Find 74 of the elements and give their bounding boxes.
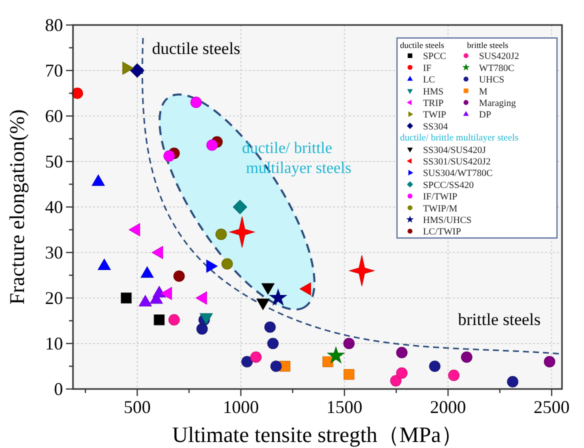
legend-label: DP <box>479 110 492 121</box>
x-tick-label: 1500 <box>326 397 362 417</box>
y-tick-label: 60 <box>45 106 63 126</box>
point <box>241 356 253 368</box>
legend-label: HMS <box>423 87 444 98</box>
annotation: ductile steels <box>400 40 444 50</box>
y-tick-label: 10 <box>45 334 63 354</box>
point <box>130 63 144 78</box>
point <box>232 200 248 214</box>
point <box>221 258 233 270</box>
point <box>396 346 408 358</box>
legend-label: SS304/SUS420J <box>423 146 486 156</box>
point <box>264 321 276 333</box>
annotation: ductile/ brittle multilayer steels <box>400 134 519 144</box>
legend-label: IF/TWIP <box>423 192 458 203</box>
legend-label: Maraging <box>479 99 516 109</box>
legend-label: SS304 <box>423 122 448 132</box>
point <box>507 376 518 388</box>
point <box>250 351 262 363</box>
legend-label: HMS/UHCS <box>423 216 472 226</box>
y-tick-label: 80 <box>45 15 63 35</box>
point <box>229 216 255 248</box>
annotation: brittle steels <box>458 310 541 329</box>
point <box>270 360 282 372</box>
point <box>173 270 185 282</box>
legend-label: WT780C <box>479 64 514 74</box>
legend-label: TWIP/M <box>423 204 458 214</box>
legend-label: UHCS <box>479 76 504 86</box>
legend-label: SUS304/WT780C <box>423 169 493 180</box>
point <box>344 369 354 380</box>
y-tick-label: 20 <box>45 288 63 308</box>
point <box>322 356 334 368</box>
legend-label: LC <box>423 76 436 86</box>
annotation: brittle steels <box>467 40 508 50</box>
x-tick-label: 2500 <box>534 397 570 417</box>
point <box>390 375 402 386</box>
point <box>206 139 218 151</box>
y-tick-label: 30 <box>45 242 63 262</box>
legend-label: SS301/SUS420J2 <box>423 158 491 168</box>
y-tick-label: 40 <box>45 197 63 217</box>
point <box>544 356 556 368</box>
point <box>120 292 132 304</box>
point <box>267 338 279 350</box>
point <box>196 323 208 335</box>
x-tick-label: 2000 <box>430 397 466 417</box>
legend-label: SPCC <box>423 52 446 62</box>
point <box>396 367 408 379</box>
x-axis-title: Ultimate tensite stregth（MPa） <box>172 422 463 447</box>
legend-label: M <box>479 87 488 98</box>
legend-label: SPCC/SS420 <box>423 180 474 191</box>
y-tick-label: 50 <box>45 152 63 172</box>
point <box>448 370 460 382</box>
point <box>327 346 344 364</box>
point <box>349 255 374 286</box>
annotation: ductile steels <box>152 39 240 58</box>
point <box>168 314 180 326</box>
point <box>190 96 202 108</box>
x-tick-label: 500 <box>124 397 151 417</box>
y-tick-label: 70 <box>45 60 63 80</box>
point <box>343 338 355 350</box>
legend-label: SUS420J2 <box>479 52 520 62</box>
legend-label: TRIP <box>423 99 444 109</box>
point <box>429 360 440 372</box>
y-axis-title: Fracture elongation(%) <box>5 109 29 305</box>
point <box>461 351 472 363</box>
point <box>154 314 165 326</box>
x-tick-label: 1000 <box>222 397 259 417</box>
point <box>270 289 287 306</box>
point <box>215 228 227 240</box>
legend-label: LC/TWIP <box>423 228 461 238</box>
y-tick-label: 0 <box>54 379 63 399</box>
point <box>163 150 175 162</box>
legend-label: IF <box>423 64 432 74</box>
legend-label: TWIP <box>423 110 446 121</box>
